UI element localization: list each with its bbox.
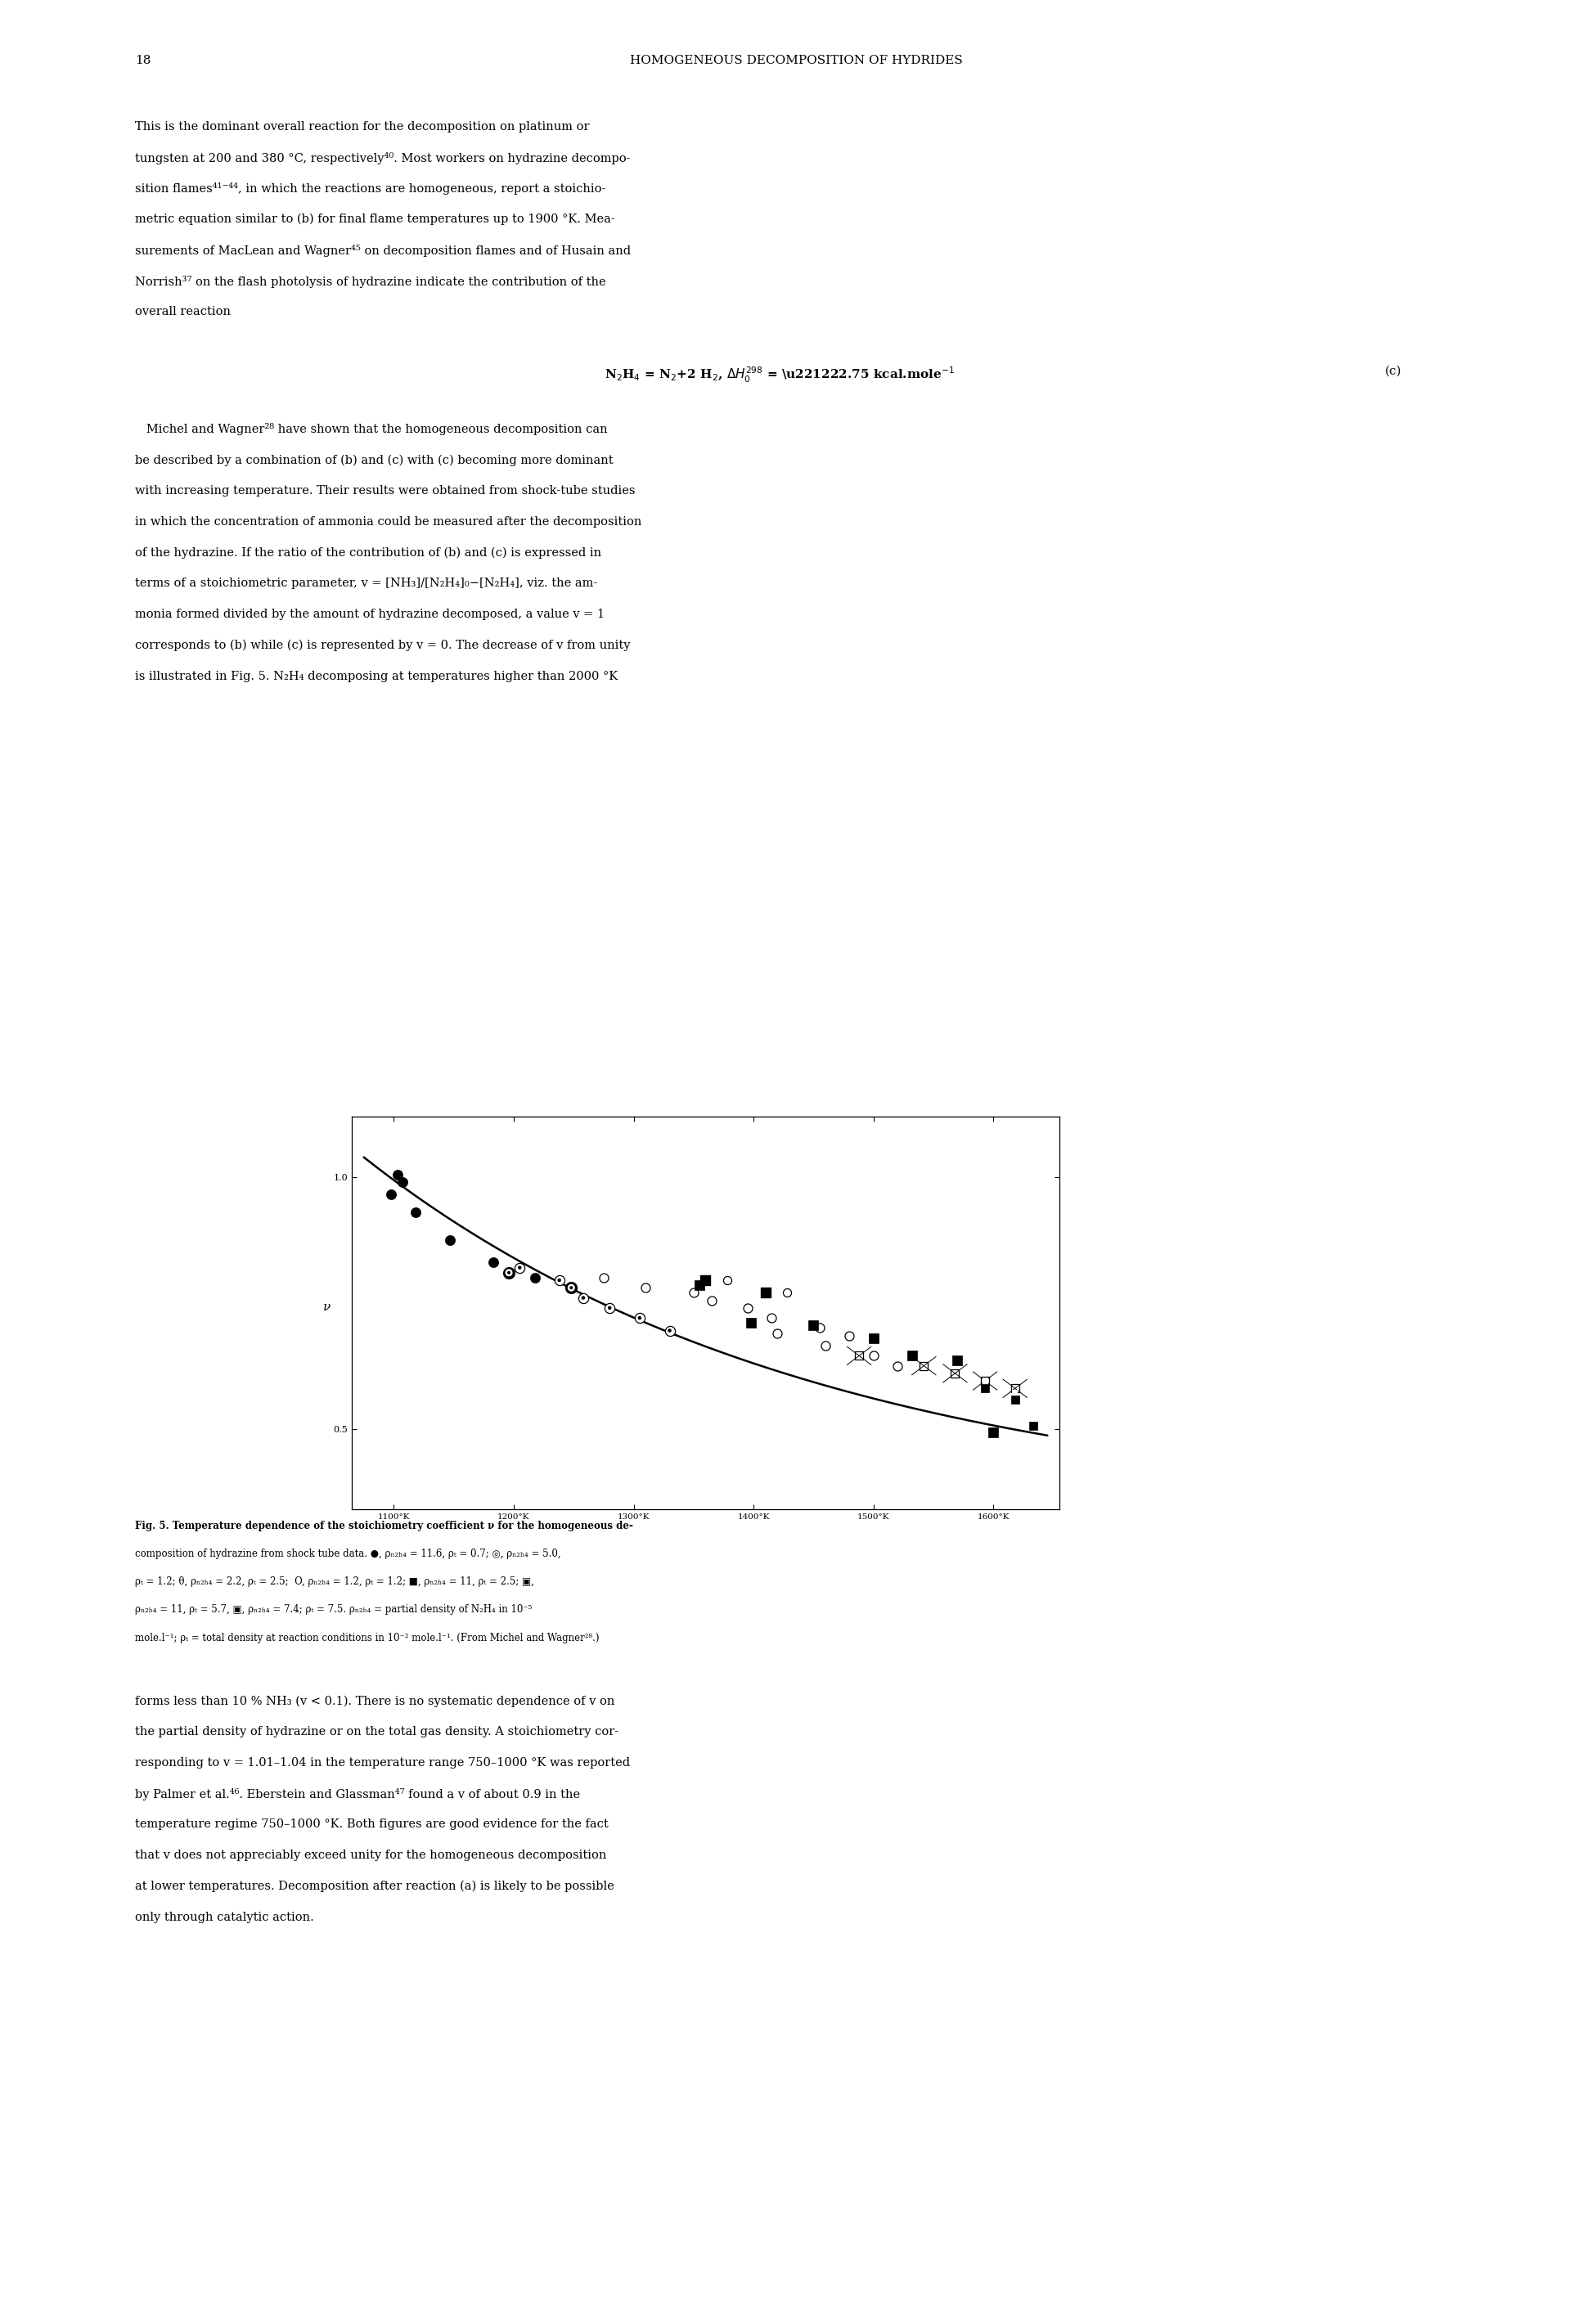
Point: [1020, 1408, 1046, 1446]
Text: is illustrated in Fig. 5. N₂H₄ decomposing at temperatures higher than 2000 °K: is illustrated in Fig. 5. N₂H₄ decomposi…: [135, 669, 618, 681]
Point: [736, 1290, 761, 1327]
Point: [973, 1362, 998, 1399]
Point: [807, 1308, 833, 1346]
Point: [944, 1343, 970, 1380]
Point: [837, 1318, 863, 1355]
Text: surements of MacLean and Wagner⁴⁵ on decomposition flames and of Husain and: surements of MacLean and Wagner⁴⁵ on dec…: [135, 244, 630, 256]
Point: [570, 1278, 595, 1315]
Point: [885, 1348, 911, 1385]
Text: sition flames⁴¹⁻⁴⁴, in which the reactions are homogeneous, report a stoichio-: sition flames⁴¹⁻⁴⁴, in which the reactio…: [135, 184, 607, 195]
Point: [522, 1260, 548, 1297]
Point: [699, 1283, 724, 1320]
Text: that v does not appreciably exceed unity for the homogeneous decomposition: that v does not appreciably exceed unity…: [135, 1850, 607, 1862]
Point: [559, 1269, 584, 1306]
Text: This is the dominant overall reaction for the decomposition on platinum or: This is the dominant overall reaction fo…: [135, 121, 589, 132]
Point: [570, 1278, 595, 1315]
Point: [764, 1315, 790, 1353]
Point: [506, 1248, 532, 1285]
Text: tungsten at 200 and 380 °C, respectively⁴⁰. Most workers on hydrazine decompo-: tungsten at 200 and 380 °C, respectively…: [135, 151, 630, 165]
Text: Norrish³⁷ on the flash photolysis of hydrazine indicate the contribution of the: Norrish³⁷ on the flash photolysis of hyd…: [135, 277, 607, 288]
Point: [403, 1195, 428, 1232]
Point: [481, 1243, 506, 1281]
Text: the partial density of hydrazine or on the total gas density. A stoichiometry co: the partial density of hydrazine or on t…: [135, 1727, 619, 1738]
Point: [634, 1269, 659, 1306]
Text: of the hydrazine. If the ratio of the contribution of (b) and (c) is expressed i: of the hydrazine. If the ratio of the co…: [135, 546, 602, 558]
Point: [973, 1369, 998, 1406]
Point: [438, 1222, 463, 1260]
Point: [774, 1274, 799, 1311]
Text: metric equation similar to (b) for final flame temperatures up to 1900 °K. Mea-: metric equation similar to (b) for final…: [135, 214, 616, 225]
Point: [657, 1313, 683, 1350]
Point: [814, 1327, 839, 1364]
Point: [627, 1299, 653, 1336]
Point: [597, 1290, 622, 1327]
Text: be described by a combination of (b) and (c) with (c) becoming more dominant: be described by a combination of (b) and…: [135, 453, 613, 465]
Point: [597, 1290, 622, 1327]
Text: HOMOGENEOUS DECOMPOSITION OF HYDRIDES: HOMOGENEOUS DECOMPOSITION OF HYDRIDES: [629, 56, 963, 65]
Text: by Palmer et al.⁴⁶. Eberstein and Glassman⁴⁷ found a v of about 0.9 in the: by Palmer et al.⁴⁶. Eberstein and Glassm…: [135, 1787, 581, 1801]
Text: Fig. 5. Temperature dependence of the stoichiometry coefficient ν for the homoge: Fig. 5. Temperature dependence of the st…: [135, 1520, 634, 1532]
Text: ρₙ₂ₕ₄ = 11, ρₜ = 5.7, ▣, ρₙ₂ₕ₄ = 7.4; ρₜ = 7.5. ρₙ₂ₕ₄ = partial density of N₂H₄ : ρₙ₂ₕ₄ = 11, ρₜ = 5.7, ▣, ρₙ₂ₕ₄ = 7.4; ρₜ…: [135, 1604, 532, 1615]
Text: ρₜ = 1.2; θ, ρₙ₂ₕ₄ = 2.2, ρₜ = 2.5;  O, ρₙ₂ₕ₄ = 1.2, ρₜ = 1.2; ■, ρₙ₂ₕ₄ = 11, ρₜ: ρₜ = 1.2; θ, ρₙ₂ₕ₄ = 2.2, ρₜ = 2.5; O, ρ…: [135, 1576, 535, 1587]
Y-axis label: ν: ν: [323, 1301, 330, 1313]
Text: in which the concentration of ammonia could be measured after the decomposition: in which the concentration of ammonia co…: [135, 516, 642, 528]
Text: responding to v = 1.01–1.04 in the temperature range 750–1000 °K was reported: responding to v = 1.01–1.04 in the tempe…: [135, 1757, 630, 1769]
Point: [506, 1248, 532, 1285]
Point: [981, 1413, 1006, 1450]
Text: at lower temperatures. Decomposition after reaction (a) is likely to be possible: at lower temperatures. Decomposition aft…: [135, 1880, 615, 1892]
Text: 18: 18: [135, 56, 151, 65]
Point: [657, 1313, 683, 1350]
Point: [861, 1320, 887, 1357]
Point: [739, 1304, 764, 1341]
Point: [681, 1274, 707, 1311]
Text: composition of hydrazine from shock tube data. ●, ρₙ₂ₕ₄ = 11.6, ρₜ = 0.7; ◎, ρₙ₂: composition of hydrazine from shock tube…: [135, 1548, 562, 1559]
Point: [497, 1255, 522, 1292]
Text: only through catalytic action.: only through catalytic action.: [135, 1913, 314, 1922]
Text: temperature regime 750–1000 °K. Both figures are good evidence for the fact: temperature regime 750–1000 °K. Both fig…: [135, 1820, 608, 1831]
Text: Michel and Wagner²⁸ have shown that the homogeneous decomposition can: Michel and Wagner²⁸ have shown that the …: [135, 423, 608, 435]
Point: [973, 1362, 998, 1399]
Point: [715, 1262, 740, 1299]
Text: corresponds to (b) while (c) is represented by v = 0. The decrease of v from uni: corresponds to (b) while (c) is represen…: [135, 639, 630, 651]
Text: monia formed divided by the amount of hydrazine decomposed, a value v = 1: monia formed divided by the amount of hy…: [135, 609, 605, 621]
Point: [559, 1269, 584, 1306]
Text: forms less than 10 % NH₃ (v < 0.1). There is no systematic dependence of v on: forms less than 10 % NH₃ (v < 0.1). Ther…: [135, 1694, 615, 1706]
Point: [759, 1299, 785, 1336]
Text: overall reaction: overall reaction: [135, 307, 231, 318]
Text: terms of a stoichiometric parameter, v = [NH₃]/[N₂H₄]₀−[N₂H₄], viz. the am-: terms of a stoichiometric parameter, v =…: [135, 579, 597, 590]
Text: with increasing temperature. Their results were obtained from shock-tube studies: with increasing temperature. Their resul…: [135, 486, 635, 497]
Point: [497, 1255, 522, 1292]
Text: N$_2$H$_4$ = N$_2$+2 H$_2$, $\Delta H_0^{298}$ = \u221222.75 kcal.mole$^{-1}$: N$_2$H$_4$ = N$_2$+2 H$_2$, $\Delta H_0^…: [605, 365, 955, 383]
Point: [911, 1348, 936, 1385]
Point: [801, 1306, 826, 1343]
Point: [627, 1299, 653, 1336]
Point: [861, 1336, 887, 1373]
Point: [559, 1269, 584, 1306]
Point: [379, 1176, 404, 1213]
Point: [1003, 1373, 1028, 1411]
Point: [899, 1336, 925, 1373]
Point: [1003, 1369, 1028, 1406]
Point: [546, 1262, 572, 1299]
Text: (c): (c): [1385, 365, 1403, 376]
Text: mole.l⁻¹; ρₜ = total density at reaction conditions in 10⁻² mole.l⁻¹. (From Mich: mole.l⁻¹; ρₜ = total density at reaction…: [135, 1631, 600, 1643]
Point: [1020, 1401, 1046, 1439]
Point: [753, 1274, 778, 1311]
Point: [546, 1262, 572, 1299]
Point: [847, 1336, 872, 1373]
Point: [390, 1164, 416, 1202]
Point: [1003, 1380, 1028, 1418]
Point: [497, 1255, 522, 1292]
Point: [686, 1267, 712, 1304]
Point: [591, 1260, 616, 1297]
Point: [385, 1155, 411, 1192]
Point: [942, 1355, 968, 1392]
Point: [693, 1262, 718, 1299]
